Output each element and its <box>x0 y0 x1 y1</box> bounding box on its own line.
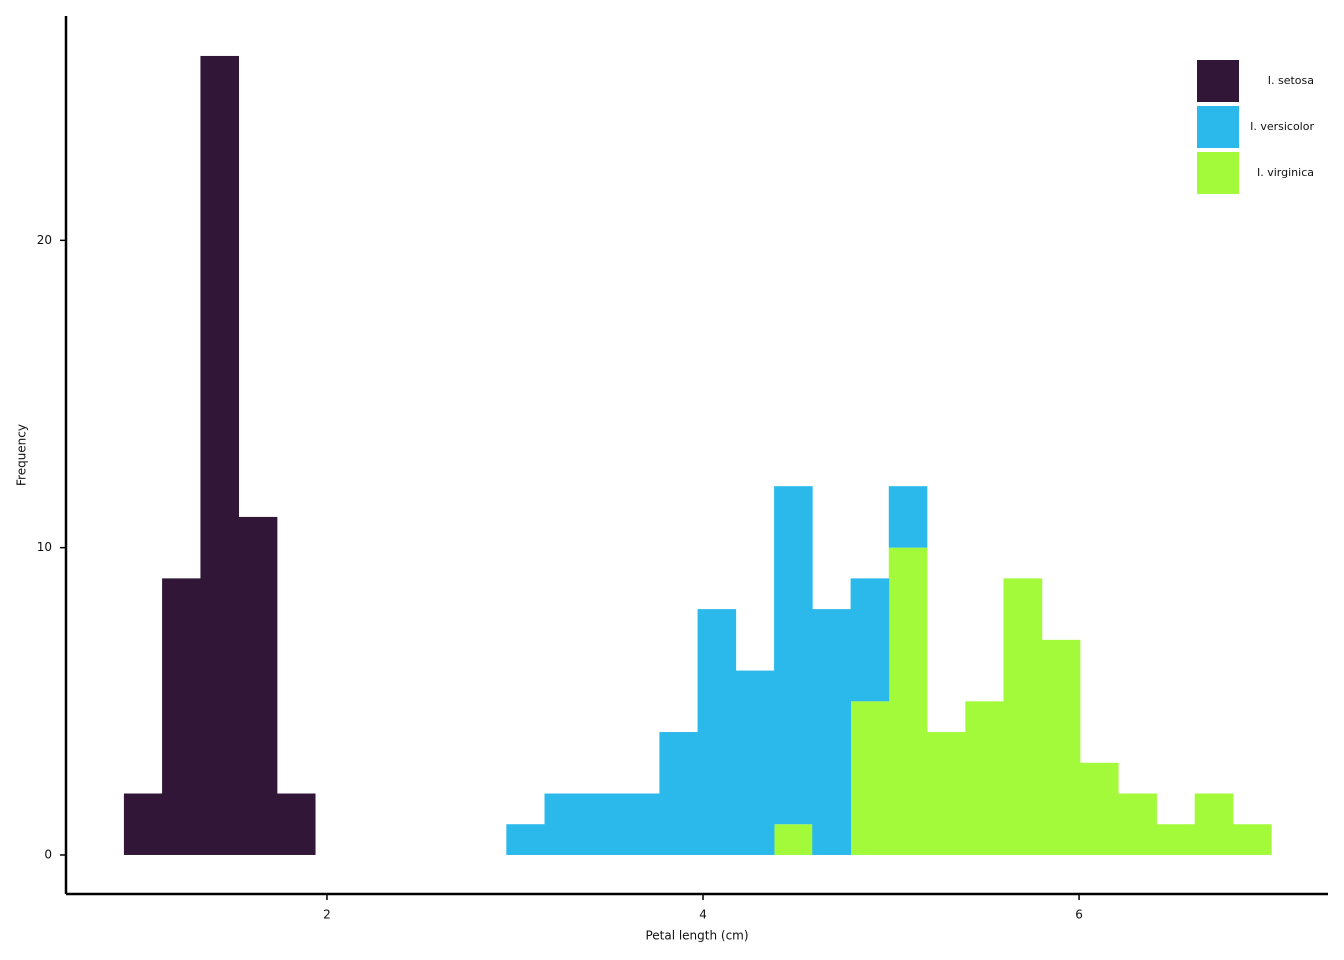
bar <box>697 609 737 855</box>
bar <box>659 732 698 855</box>
bar <box>1041 639 1081 855</box>
bar <box>1233 824 1272 855</box>
bar <box>621 793 660 855</box>
legend-swatch <box>1197 106 1239 148</box>
bar <box>238 516 278 855</box>
bar <box>1079 762 1119 855</box>
x-tick-label: 4 <box>699 908 707 922</box>
y-axis-label: Frequency <box>15 424 29 486</box>
legend-label: I. virginica <box>1257 166 1314 179</box>
bar <box>506 824 545 855</box>
bar <box>1118 793 1157 855</box>
x-axis-label: Petal length (cm) <box>645 929 748 943</box>
y-tick-label: 20 <box>37 233 52 247</box>
bar <box>1194 793 1234 855</box>
bar <box>965 701 1004 855</box>
bar <box>544 793 584 855</box>
bar <box>1003 578 1043 855</box>
bar <box>774 824 813 855</box>
legend-swatch <box>1197 60 1239 102</box>
legend-label: I. versicolor <box>1250 120 1314 133</box>
bar <box>162 578 201 855</box>
bar <box>812 609 852 855</box>
bar <box>276 793 316 855</box>
bar <box>850 701 890 855</box>
bar <box>850 578 890 702</box>
legend-label: I. setosa <box>1268 74 1314 87</box>
bar <box>888 547 928 855</box>
y-tick-label: 0 <box>44 847 52 861</box>
legend-swatch <box>1197 152 1239 194</box>
bar <box>926 732 966 855</box>
bar <box>200 55 240 855</box>
x-tick-label: 6 <box>1075 908 1083 922</box>
bar <box>1156 824 1196 855</box>
bar <box>888 486 928 548</box>
y-tick-label: 10 <box>37 540 52 554</box>
bar <box>582 793 622 855</box>
bar <box>123 793 163 855</box>
x-tick-label: 2 <box>323 908 331 922</box>
bar <box>774 486 813 825</box>
bar <box>735 670 775 855</box>
